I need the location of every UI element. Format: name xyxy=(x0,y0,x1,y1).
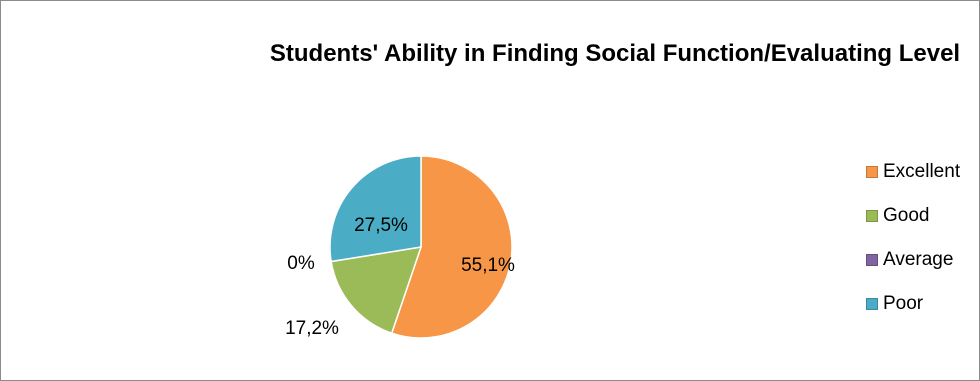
legend-swatch-excellent xyxy=(866,166,878,178)
legend-label-good: Good xyxy=(883,205,930,226)
legend-label-excellent: Excellent xyxy=(883,161,961,182)
legend-label-poor: Poor xyxy=(883,293,924,314)
pie-slice-good xyxy=(330,246,423,335)
pie-slice-poor xyxy=(329,155,422,263)
legend-swatch-good xyxy=(866,210,878,222)
data-label-excellent: 55,1% xyxy=(461,255,515,276)
legend-label-average: Average xyxy=(883,249,954,270)
legend-swatch-poor xyxy=(866,298,878,310)
data-label-good: 17,2% xyxy=(285,318,339,339)
data-label-average: 0% xyxy=(287,253,315,274)
chart-title: Students' Ability in Finding Social Func… xyxy=(269,40,961,67)
pie-slice-excellent xyxy=(390,155,513,339)
legend-swatch-average xyxy=(866,254,878,266)
data-label-poor: 27,5% xyxy=(354,215,408,236)
